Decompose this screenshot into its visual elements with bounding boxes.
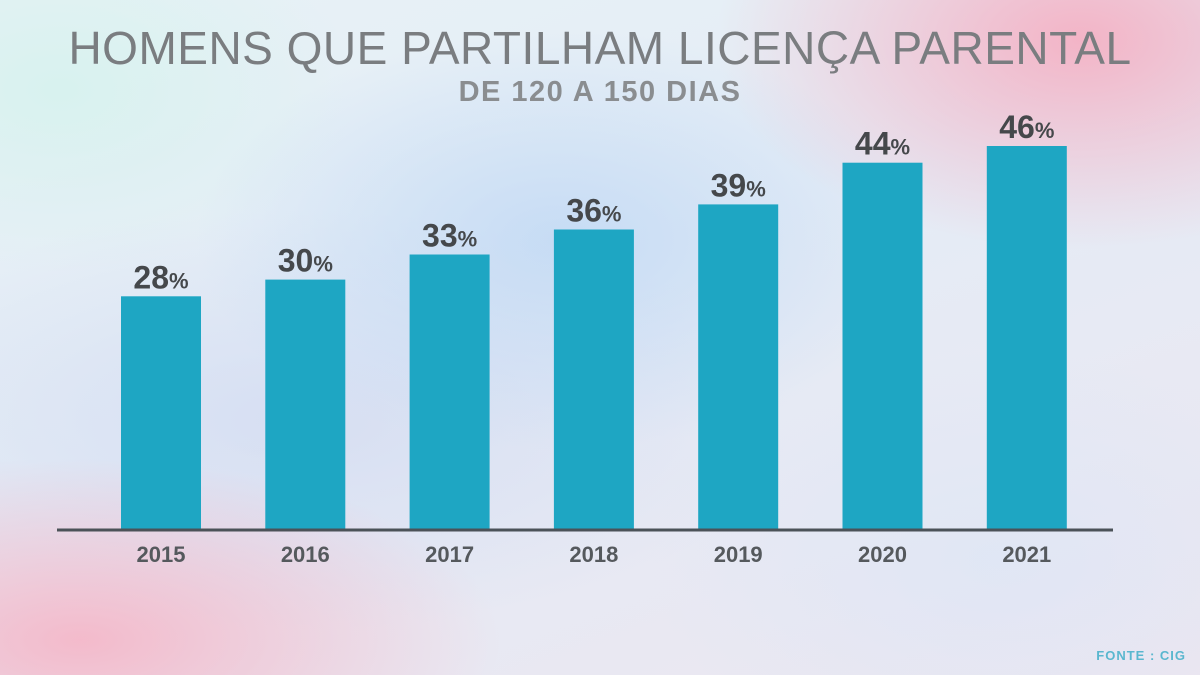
bar-2021 bbox=[986, 146, 1067, 530]
bar-2018 bbox=[553, 229, 634, 530]
x-tick-2016: 2016 bbox=[281, 542, 330, 567]
data-label-2017: 33% bbox=[422, 218, 477, 254]
bars-group bbox=[121, 146, 1067, 530]
chart-subtitle: DE 120 A 150 DIAS bbox=[458, 76, 742, 108]
source-credit: FONTE : CIG bbox=[1096, 648, 1186, 663]
data-label-2020: 44% bbox=[855, 126, 910, 162]
x-tick-2017: 2017 bbox=[425, 542, 474, 567]
data-label-2018: 36% bbox=[566, 193, 621, 229]
data-label-2021: 46% bbox=[999, 109, 1054, 145]
x-tick-2019: 2019 bbox=[714, 542, 763, 567]
data-label-2015: 28% bbox=[133, 259, 188, 295]
bar-2015 bbox=[121, 296, 201, 530]
data-label-2019: 39% bbox=[711, 167, 766, 203]
data-labels-group: 28% 30% 33% 36% 39% 44% 46% bbox=[133, 109, 1054, 295]
bar-2019 bbox=[698, 204, 779, 530]
bar-2020 bbox=[842, 162, 923, 530]
x-tick-2018: 2018 bbox=[569, 542, 618, 567]
data-label-2016: 30% bbox=[278, 243, 333, 279]
x-tick-labels-group: 2015 2016 2017 2018 2019 2020 2021 bbox=[137, 542, 1052, 567]
bar-2016 bbox=[265, 279, 346, 530]
x-tick-2015: 2015 bbox=[137, 542, 186, 567]
chart-title: HOMENS QUE PARTILHAM LICENÇA PARENTAL bbox=[68, 22, 1132, 74]
x-tick-2021: 2021 bbox=[1002, 542, 1051, 567]
x-tick-2020: 2020 bbox=[858, 542, 907, 567]
bar-2017 bbox=[409, 254, 490, 530]
